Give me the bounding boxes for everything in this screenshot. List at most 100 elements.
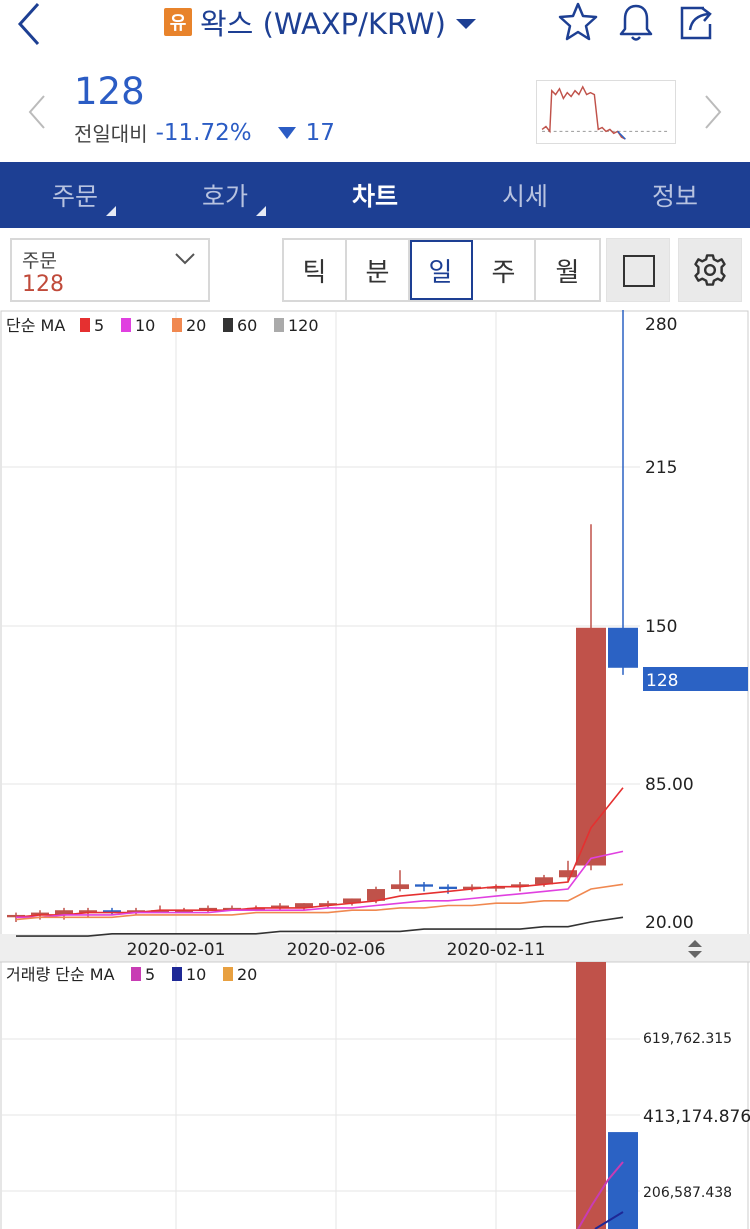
ma-20-line xyxy=(15,883,624,921)
candle-body xyxy=(175,910,193,913)
candle-body xyxy=(576,627,606,866)
period-day[interactable]: 일 xyxy=(410,240,473,300)
candle-panel-frame xyxy=(0,310,749,936)
date-x-axis: 2020-02-01 2020-02-06 2020-02-11 xyxy=(127,940,546,960)
period-month[interactable]: 월 xyxy=(536,240,599,300)
legend-label: 20 xyxy=(237,965,257,984)
candle-body xyxy=(7,914,25,918)
legend-swatch xyxy=(172,967,182,981)
chevron-right-icon[interactable] xyxy=(700,92,724,132)
share-icon[interactable] xyxy=(674,0,718,44)
tab-market[interactable]: 시세 xyxy=(450,162,600,228)
legend-label: 5 xyxy=(94,316,104,335)
candle-body xyxy=(415,884,433,887)
current-price: 128 xyxy=(74,70,145,113)
candle-body xyxy=(559,870,577,878)
ma-legend-title: 단순 MA xyxy=(6,316,65,335)
volume-ma5-line xyxy=(577,1161,624,1229)
ma-legend: 단순 MA 5 10 20 60 120 xyxy=(6,316,319,335)
candle-body xyxy=(223,907,241,910)
star-icon[interactable] xyxy=(556,0,600,44)
chevron-left-icon[interactable] xyxy=(26,92,50,132)
candle-body xyxy=(295,903,313,908)
candle-body xyxy=(608,627,638,668)
legend-swatch xyxy=(121,318,131,332)
tab-order[interactable]: 주문 xyxy=(0,162,150,228)
volume-bars xyxy=(576,962,638,1229)
coin-title: 왁스 (WAXP/KRW) xyxy=(200,7,446,41)
legend-label: 10 xyxy=(135,316,155,335)
x-axis-band xyxy=(0,934,750,962)
legend-swatch xyxy=(223,967,233,981)
tab-info[interactable]: 정보 xyxy=(600,162,750,228)
candle-body xyxy=(319,903,337,906)
change-percent: -11.72% xyxy=(155,119,252,146)
tab-order-corner-icon xyxy=(106,206,116,216)
candle-body xyxy=(199,907,217,911)
price-chart[interactable]: 단순 MA 5 10 20 60 120 280 215 150 85.00 20.00 128… xyxy=(0,310,750,1229)
period-week[interactable]: 주 xyxy=(473,240,536,300)
coin-title-dropdown[interactable]: 유 왁스 (WAXP/KRW) xyxy=(164,2,476,42)
change-value: 17 xyxy=(305,119,335,146)
y-tick-label: 150 xyxy=(645,617,677,637)
candle-body xyxy=(127,910,145,913)
period-minute[interactable]: 분 xyxy=(347,240,410,300)
legend-label: 120 xyxy=(288,316,319,335)
candle-body xyxy=(55,910,73,915)
ma-10-line xyxy=(16,850,624,919)
gear-icon[interactable] xyxy=(678,238,742,302)
volume-y-tick-label: 206,587.438 xyxy=(643,1185,732,1201)
tab-bar: 주문 호가 차트 시세 정보 xyxy=(0,162,750,228)
bell-icon[interactable] xyxy=(614,0,658,44)
legend-swatch xyxy=(131,967,141,981)
back-icon[interactable] xyxy=(8,0,52,48)
panel-resize-handle-icon[interactable] xyxy=(688,940,702,958)
down-triangle-icon xyxy=(277,126,296,139)
period-tick[interactable]: 틱 xyxy=(284,240,347,300)
volume-y-tick-label: 619,762.315 xyxy=(643,1031,732,1047)
x-tick-label: 2020-02-01 xyxy=(127,940,226,960)
price-summary: 128 전일대비 -11.72% 17 xyxy=(0,56,750,160)
y-tick-label: 85.00 xyxy=(645,775,694,795)
change-row: 전일대비 -11.72% 17 xyxy=(74,118,335,147)
legend-swatch xyxy=(274,318,284,332)
tab-orderbook[interactable]: 호가 xyxy=(150,162,300,228)
ma-legend-items: 5 10 20 60 120 xyxy=(80,316,319,335)
candle-body xyxy=(31,912,49,915)
header: 유 왁스 (WAXP/KRW) xyxy=(0,0,750,48)
candles xyxy=(7,310,638,922)
y-tick-label: 215 xyxy=(645,458,677,478)
candle-body xyxy=(439,886,457,890)
x-tick-label: 2020-02-11 xyxy=(447,940,546,960)
volume-y-tick-label: 413,174.876 xyxy=(643,1107,750,1127)
chevron-down-icon xyxy=(175,253,195,265)
order-select[interactable]: 주문 128 xyxy=(10,238,210,302)
tab-chart[interactable]: 차트 xyxy=(300,162,450,228)
fullscreen-button[interactable] xyxy=(606,238,670,302)
volume-legend-title: 거래량 단순 MA xyxy=(6,965,115,984)
tab-chart-label: 차트 xyxy=(351,182,398,211)
volume-legend: 거래량 단순 MA 5 10 20 xyxy=(6,965,257,984)
legend-label: 5 xyxy=(145,965,155,984)
candle-body xyxy=(79,910,97,913)
tab-order-label: 주문 xyxy=(51,182,98,211)
candle-body xyxy=(271,905,289,908)
square-icon xyxy=(623,255,655,287)
mini-price-chart[interactable] xyxy=(536,80,676,144)
change-label: 전일대비 xyxy=(74,122,148,146)
period-selector: 틱 분 일 주 월 xyxy=(282,238,601,302)
current-price-tag-label: 128 xyxy=(646,671,678,691)
price-y-axis: 280 215 150 85.00 20.00 xyxy=(645,315,694,933)
candle-body xyxy=(343,898,361,904)
legend-swatch xyxy=(80,318,90,332)
y-tick-label: 20.00 xyxy=(645,913,694,933)
volume-bar xyxy=(576,962,606,1229)
volume-ma10-line xyxy=(594,1211,624,1229)
grid-lines xyxy=(1,311,640,1229)
ma-lines xyxy=(15,787,624,937)
chevron-down-icon xyxy=(455,19,476,29)
tab-orderbook-corner-icon xyxy=(256,206,266,216)
current-price-tag xyxy=(643,667,748,691)
candle-body xyxy=(511,884,529,887)
tab-orderbook-label: 호가 xyxy=(201,182,248,211)
